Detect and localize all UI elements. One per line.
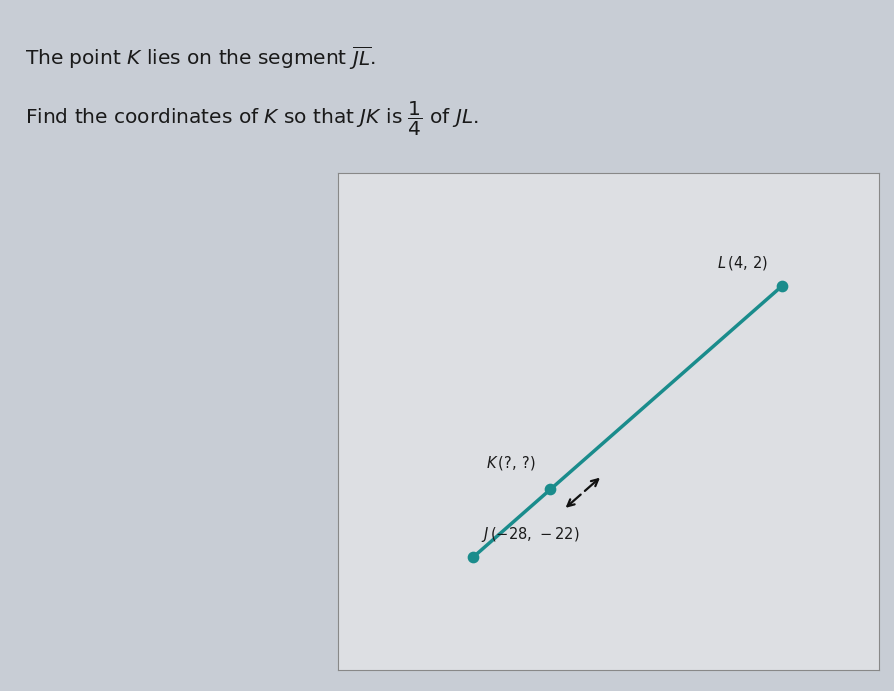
Point <box>775 281 789 292</box>
Text: Find the coordinates of $K$ so that $JK$ is $\dfrac{1}{4}$ of $JL$.: Find the coordinates of $K$ so that $JK$… <box>25 100 479 138</box>
Text: $L\,(4,\,2)$: $L\,(4,\,2)$ <box>717 254 768 272</box>
Text: $K\,(?,\,?)$: $K\,(?,\,?)$ <box>486 455 536 473</box>
Text: The point $K$ lies on the segment $\overline{JL}$.: The point $K$ lies on the segment $\over… <box>25 45 375 73</box>
Text: $J\,(-28,\,-22)$: $J\,(-28,\,-22)$ <box>481 524 579 544</box>
Point <box>544 484 558 495</box>
Point <box>466 551 480 562</box>
